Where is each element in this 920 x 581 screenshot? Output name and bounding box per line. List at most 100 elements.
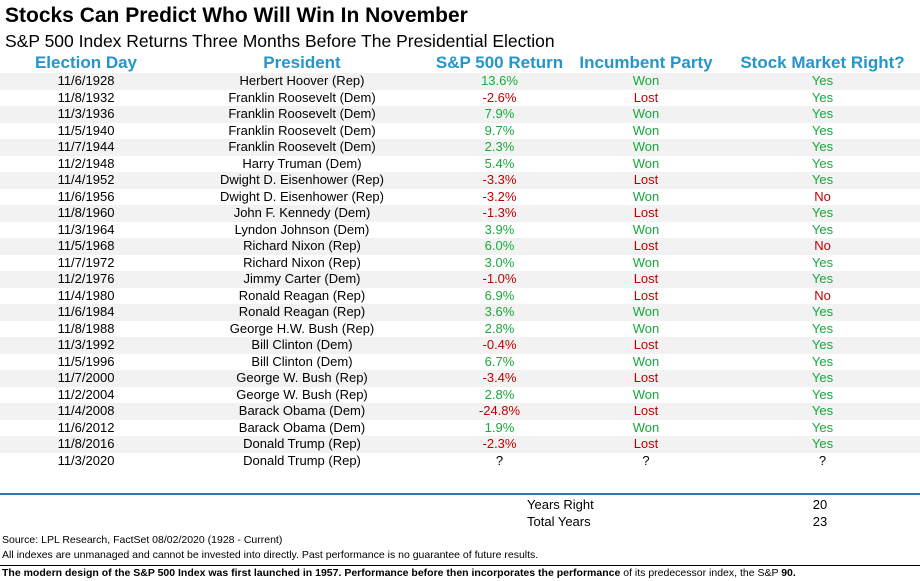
cell-incumbent-party: Won — [567, 221, 725, 238]
cell-election-day: 11/3/2020 — [0, 452, 172, 469]
page-title: Stocks Can Predict Who Will Win In Novem… — [5, 4, 468, 27]
header-election-day: Election Day — [34, 53, 138, 72]
cell-election-day: 11/2/1976 — [0, 271, 172, 288]
cell-president: Richard Nixon (Rep) — [172, 254, 432, 271]
cell-election-day: 11/2/1948 — [0, 155, 172, 172]
cell-incumbent-party: Won — [567, 419, 725, 436]
cell-sp500-return: -24.8% — [432, 403, 567, 420]
cell-sp500-return: 1.9% — [432, 419, 567, 436]
table-row: 11/8/1932 Franklin Roosevelt (Dem) -2.6% Lo… — [0, 89, 920, 106]
cell-incumbent-party: Won — [567, 73, 725, 90]
cell-sp500-return: 9.7% — [432, 122, 567, 139]
cell-president: George H.W. Bush (Rep) — [172, 320, 432, 337]
cell-stock-market-right: Yes — [725, 73, 920, 90]
cell-stock-market-right: Yes — [725, 155, 920, 172]
cell-sp500-return: -3.4% — [432, 370, 567, 387]
cell-stock-market-right: Yes — [725, 106, 920, 123]
cell-incumbent-party: Won — [567, 254, 725, 271]
cell-president: Dwight D. Eisenhower (Rep) — [172, 172, 432, 189]
cell-election-day: 11/8/2016 — [0, 436, 172, 453]
cell-incumbent-party: Lost — [567, 205, 725, 222]
cell-election-day: 11/5/1996 — [0, 353, 172, 370]
cell-president: Ronald Reagan (Rep) — [172, 304, 432, 321]
cell-president: Franklin Roosevelt (Dem) — [172, 122, 432, 139]
table-row: 11/2/2004 George W. Bush (Rep) 2.8% Won Yes — [0, 386, 920, 403]
cell-president: George W. Bush (Rep) — [172, 386, 432, 403]
cell-sp500-return: 3.6% — [432, 304, 567, 321]
cell-stock-market-right: Yes — [725, 221, 920, 238]
cell-sp500-return: 2.8% — [432, 386, 567, 403]
table-row: 11/7/1944 Franklin Roosevelt (Dem) 2.3% Won… — [0, 139, 920, 156]
cell-president: Barack Obama (Dem) — [172, 419, 432, 436]
table-row: 11/8/1960 John F. Kennedy (Dem) -1.3% Lost Y… — [0, 205, 920, 222]
table-row: 11/2/1948 Harry Truman (Dem) 5.4% Won Yes — [0, 155, 920, 172]
years-right-label: Years Right — [527, 497, 594, 512]
cell-stock-market-right: No — [725, 287, 920, 304]
cell-incumbent-party: Won — [567, 139, 725, 156]
table-row: 11/4/1980 Ronald Reagan (Rep) 6.9% Lost No — [0, 287, 920, 304]
cell-sp500-return: 3.9% — [432, 221, 567, 238]
cell-incumbent-party: Won — [567, 353, 725, 370]
cell-stock-market-right: Yes — [725, 386, 920, 403]
cell-election-day: 11/3/1964 — [0, 221, 172, 238]
cell-president: Bill Clinton (Dem) — [172, 353, 432, 370]
table-row: 11/8/1988 George H.W. Bush (Rep) 2.8% Won Ye… — [0, 320, 920, 337]
cell-incumbent-party: ? — [567, 452, 725, 469]
cell-incumbent-party: Lost — [567, 238, 725, 255]
table-row: 11/7/2000 George W. Bush (Rep) -3.4% Lost Ye… — [0, 370, 920, 387]
cell-president: Barack Obama (Dem) — [172, 403, 432, 420]
cell-election-day: 11/4/2008 — [0, 403, 172, 420]
cell-incumbent-party: Lost — [567, 287, 725, 304]
table-row: 11/4/1952 Dwight D. Eisenhower (Rep) -3.3%… — [0, 172, 920, 189]
table-row: 11/3/2020 Donald Trump (Rep)??? — [0, 452, 920, 469]
cell-incumbent-party: Won — [567, 155, 725, 172]
cell-incumbent-party: Won — [567, 304, 725, 321]
cell-election-day: 11/8/1988 — [0, 320, 172, 337]
cell-sp500-return: 6.9% — [432, 287, 567, 304]
cell-sp500-return: 6.0% — [432, 238, 567, 255]
cell-incumbent-party: Lost — [567, 172, 725, 189]
cell-stock-market-right: Yes — [725, 89, 920, 106]
cell-stock-market-right: Yes — [725, 139, 920, 156]
table-row: 11/5/1940 Franklin Roosevelt (Dem) 9.7% Won… — [0, 122, 920, 139]
table-row: 11/5/1968 Richard Nixon (Rep) 6.0% Lost No — [0, 238, 920, 255]
cell-president: Donald Trump (Rep) — [172, 436, 432, 453]
cell-incumbent-party: Won — [567, 386, 725, 403]
cell-stock-market-right: Yes — [725, 320, 920, 337]
cell-election-day: 11/7/1944 — [0, 139, 172, 156]
cell-election-day: 11/2/2004 — [0, 386, 172, 403]
cell-president: Franklin Roosevelt (Dem) — [172, 106, 432, 123]
table-row: 11/6/1984 Ronald Reagan (Rep) 3.6% Won Yes — [0, 304, 920, 321]
methodology-note-rest: of its predecessor index, the S&P — [620, 567, 782, 579]
cell-stock-market-right: Yes — [725, 205, 920, 222]
header-sp500-return: S&P 500 Return — [435, 53, 564, 72]
cell-sp500-return: -1.3% — [432, 205, 567, 222]
cell-president: George W. Bush (Rep) — [172, 370, 432, 387]
table-row: 11/4/2008 Barack Obama (Dem) -24.8% Lost Yes — [0, 403, 920, 420]
cell-president: Jimmy Carter (Dem) — [172, 271, 432, 288]
page-subtitle: S&P 500 Index Returns Three Months Befor… — [5, 31, 555, 51]
total-years-label: Total Years — [527, 514, 591, 529]
cell-election-day: 11/3/1936 — [0, 106, 172, 123]
cell-stock-market-right: Yes — [725, 304, 920, 321]
cell-incumbent-party: Lost — [567, 436, 725, 453]
total-years-value: 23 — [812, 514, 828, 529]
cell-stock-market-right: ? — [725, 452, 920, 469]
table-row: 11/6/1956 Dwight D. Eisenhower (Rep) -3.2%… — [0, 188, 920, 205]
cell-stock-market-right: Yes — [725, 271, 920, 288]
header-incumbent-party: Incumbent Party — [579, 53, 713, 72]
cell-sp500-return: 2.3% — [432, 139, 567, 156]
cell-election-day: 11/4/1980 — [0, 287, 172, 304]
cell-sp500-return: -2.3% — [432, 436, 567, 453]
cell-incumbent-party: Lost — [567, 403, 725, 420]
cell-stock-market-right: No — [725, 238, 920, 255]
cell-sp500-return: 7.9% — [432, 106, 567, 123]
cell-sp500-return: 6.7% — [432, 353, 567, 370]
cell-election-day: 11/6/1928 — [0, 73, 172, 90]
cell-election-day: 11/8/1960 — [0, 205, 172, 222]
cell-president: Harry Truman (Dem) — [172, 155, 432, 172]
header-stock-market-right: Stock Market Right? — [740, 53, 905, 72]
cell-election-day: 11/6/1956 — [0, 188, 172, 205]
cell-stock-market-right: Yes — [725, 254, 920, 271]
cell-sp500-return: ? — [432, 452, 567, 469]
